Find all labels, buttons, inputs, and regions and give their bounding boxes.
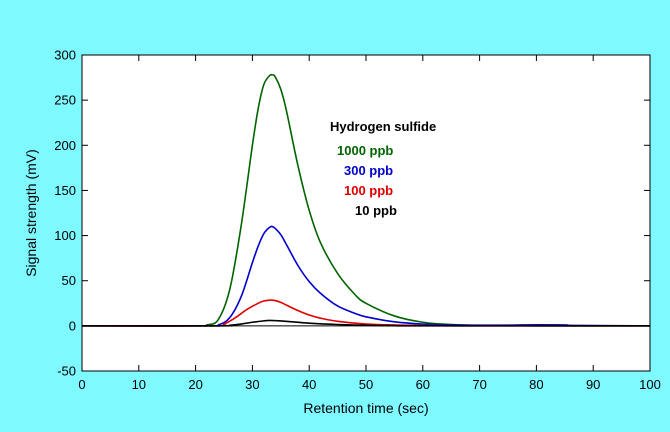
series-line-1000-ppb xyxy=(81,73,651,327)
x-tick-label: 10 xyxy=(132,377,146,392)
y-tick-label: 300 xyxy=(54,48,76,63)
y-tick-label: 200 xyxy=(54,138,76,153)
x-tick-label: 40 xyxy=(302,377,316,392)
y-tick-label: 0 xyxy=(69,318,76,333)
legend-entry-10-ppb: 10 ppb xyxy=(355,203,397,218)
y-tick-label: 100 xyxy=(54,228,76,243)
x-tick-label: 20 xyxy=(188,377,202,392)
y-tick-label: -50 xyxy=(57,364,76,379)
y-tick-label: 250 xyxy=(54,93,76,108)
x-tick-label: 0 xyxy=(78,377,85,392)
series-line-10-ppb xyxy=(81,319,651,327)
x-tick-label: 100 xyxy=(639,377,661,392)
y-axis-label: Signal strength (mV) xyxy=(23,149,39,277)
x-tick-label: 50 xyxy=(359,377,373,392)
x-tick-label: 80 xyxy=(529,377,543,392)
plot-area xyxy=(82,55,650,371)
x-tick-label: 70 xyxy=(472,377,486,392)
x-tick-label: 30 xyxy=(245,377,259,392)
y-tick-label: 50 xyxy=(62,273,76,288)
x-axis-label: Retention time (sec) xyxy=(303,400,428,416)
y-tick-label: 150 xyxy=(54,183,76,198)
legend-heading: Hydrogen sulfide xyxy=(330,119,436,134)
x-tick-label: 60 xyxy=(416,377,430,392)
legend-entry-100-ppb: 100 ppb xyxy=(344,183,393,198)
legend-entry-300-ppb: 300 ppb xyxy=(344,163,393,178)
x-tick-label: 90 xyxy=(586,377,600,392)
legend-entry-1000-ppb: 1000 ppb xyxy=(337,143,393,158)
